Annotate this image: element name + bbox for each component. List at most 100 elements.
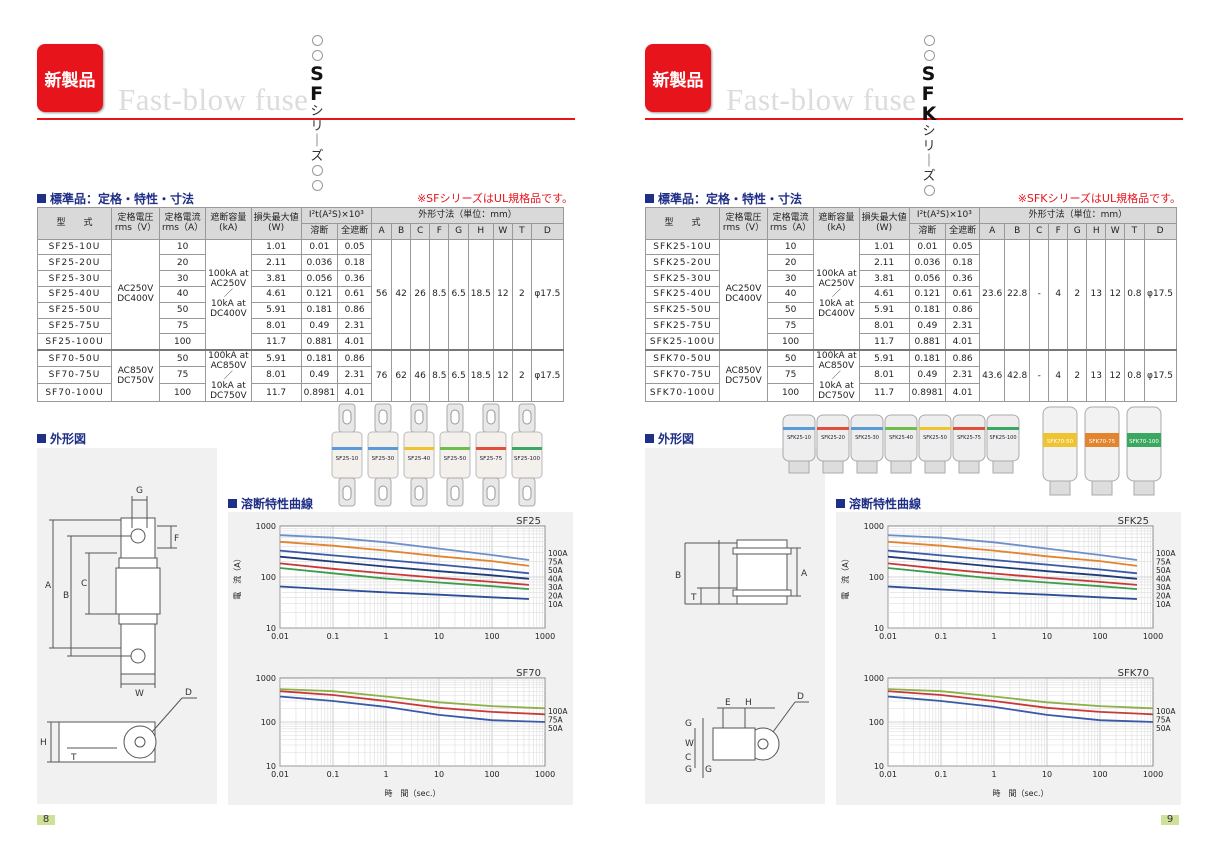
fuse-product: SFK70-100 [1126,406,1162,496]
header-dim-t: T [511,222,532,240]
y-tick-label: 10 [266,624,276,633]
fuse-label: SF25-100 [514,456,541,462]
fuse-body [367,431,399,479]
total-i2t-cell: 0.05 [945,238,981,256]
square-bullet-icon [645,194,654,203]
power-loss-cell: 2.11 [250,254,302,272]
y-axis-label: 電 流（A） [840,554,850,599]
break-capacity-cell: 100kA at AC250V ／ 10kA at DC400V [813,238,860,351]
legend-label: 10A [548,600,564,609]
header-break-capacity: 遮断容量 (kA) [813,207,860,240]
table-row: SF25-10U AC250V DC400V 10 100kA at AC250V ／ 10k… [37,238,564,351]
total-i2t-cell: 0.86 [337,301,373,319]
outline-drawing: B T A E H D G W C G G [675,539,809,778]
series-line [279,555,530,580]
x-axis-label: 時 間（sec.） [384,789,440,798]
legend-label: 50A [548,566,564,575]
x-tick-label: 0.1 [327,632,340,641]
melting-i2t-cell: 0.881 [300,333,339,351]
curve-panel: 0.01 0.1 1 10 100 1000 1000 100 10 SFK25 100A 75A 50… [836,512,1181,805]
current-cell: 100 [158,383,207,402]
square-bullet-icon [228,499,237,508]
model-cell: SF25-100U [37,333,112,351]
chart-title: SF25 [516,516,541,527]
series-line [887,690,1154,716]
fuse-body [403,431,435,479]
dimension-cell: 26 [410,238,431,351]
power-loss-cell: 3.81 [858,270,910,287]
color-band [919,427,951,430]
fuse-label: SFK70-100 [1129,439,1159,445]
x-tick-label: 10 [434,632,444,641]
model-cell: SFK25-100U [645,333,720,351]
color-band [817,427,849,430]
circle-icon [923,185,935,196]
power-loss-cell: 2.11 [858,254,910,272]
header-dimensions: 外形寸法（単位：mm） [371,207,564,224]
fuse-product: SF25-10 [331,403,363,507]
legend-label: 100A [1156,549,1176,558]
total-i2t-cell: 0.36 [945,270,981,287]
color-band [851,427,883,430]
power-loss-cell: 5.91 [858,301,910,319]
model-cell: SF25-20U [37,254,112,272]
dimension-cell: 2 [1067,238,1088,351]
melting-i2t-cell: 0.49 [908,317,947,335]
tab-hole [378,485,388,501]
chart-title: SFK25 [1118,516,1149,527]
power-loss-cell: 11.7 [250,383,302,402]
legend-label: 75A [548,558,564,567]
break-capacity-cell: 100kA at AC250V ／ 10kA at DC400V [205,238,252,351]
fuse-label: SF25-40 [408,456,431,462]
circle-icon [311,35,323,46]
current-cell: 100 [766,333,815,351]
outline-section-heading: 外形図 [645,430,694,447]
square-bullet-icon [645,434,654,443]
tab-hole [414,409,424,425]
melting-i2t-cell: 0.49 [300,317,339,335]
spec-section-heading: 標準品：定格・特性・寸法 [645,190,802,207]
current-cell: 10 [766,238,815,256]
header-dim-a: A [979,222,1006,240]
y-tick-label: 1000 [864,522,884,531]
total-i2t-cell: 0.86 [945,301,981,319]
side-view-body [712,727,756,761]
curve-chart-area: 0.01 0.1 1 10 100 1000100010010SF25100A75A50A… [232,516,568,798]
header-dimensions: 外形寸法（単位：mm） [979,207,1177,224]
legend-label: 50A [548,724,564,733]
dimension-cell: 46 [410,349,431,402]
curve-chart-area: 0.01 0.1 1 10 100 1000100010010SFK25100A75A50… [840,516,1176,798]
dimension-cell: 2 [1067,349,1088,402]
y-tick-label: 100 [261,718,276,727]
melting-i2t-cell: 0.8981 [300,383,339,402]
total-i2t-cell: 2.31 [337,317,373,335]
legend-label: 75A [548,716,564,725]
legend-label: 20A [1156,592,1172,601]
model-cell: SF25-40U [37,285,112,303]
model-cell: SF25-50U [37,301,112,319]
total-i2t-cell: 0.86 [337,349,373,368]
series-line [279,690,546,716]
tab-hole [450,409,460,425]
series-line [887,695,1154,723]
series-line [887,567,1138,590]
x-tick-label: 1 [383,770,388,779]
dim-label-w: W [135,689,144,699]
table-row: SF70-75U 75 8.01 0.49 2.31 [37,366,564,385]
outline-drawing-panel: G F A B C W D H T [37,448,217,804]
power-loss-cell: 5.91 [250,301,302,319]
total-i2t-cell: 4.01 [945,333,981,351]
total-i2t-cell: 0.86 [945,349,981,368]
color-band [404,447,434,450]
total-i2t-cell: 4.01 [337,383,373,402]
series-line [887,562,1138,586]
y-tick-label: 100 [869,573,884,582]
x-tick-label: 1 [991,632,996,641]
y-tick-label: 1000 [256,522,276,531]
table-row: SF25-40U 40 4.61 0.121 0.61 [37,285,564,303]
model-cell: SFK25-10U [645,238,720,256]
dim-label-c: C [685,753,691,763]
melting-i2t-cell: 0.49 [300,366,339,385]
fuse-product: SFK25-100 [986,414,1020,474]
